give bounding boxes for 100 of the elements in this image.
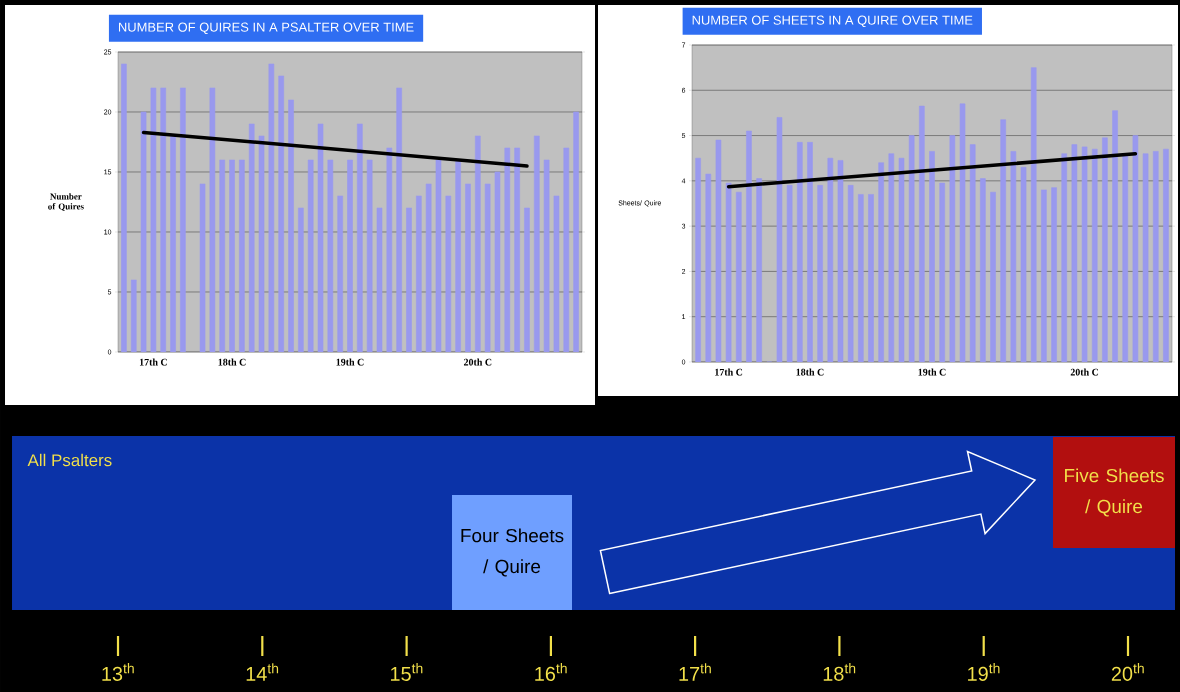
bar (455, 159, 461, 352)
x-tick-label: 18th C (218, 358, 246, 366)
bar (797, 142, 803, 362)
bar (1071, 144, 1078, 362)
bar (553, 195, 560, 352)
bar (140, 111, 147, 352)
x-tick-label: 20th C (463, 358, 492, 366)
bar (248, 123, 255, 352)
bar (1030, 67, 1037, 362)
x-tick-label: 17th C (139, 358, 167, 366)
bar (715, 139, 722, 362)
bar (888, 153, 895, 362)
bar (199, 183, 206, 352)
category-label: 13$^{th}$ (102, 663, 134, 681)
bar (386, 147, 393, 352)
y-axis-title: Number of Quires (48, 193, 84, 211)
category-label: 16$^{th}$ (535, 663, 567, 681)
bar (465, 183, 471, 352)
bar (1163, 148, 1169, 362)
bar (180, 87, 186, 352)
bar (990, 191, 996, 362)
bar (288, 99, 294, 352)
bar (533, 135, 540, 352)
bar (337, 195, 343, 352)
bar (705, 173, 712, 362)
category-label: 18$^{th}$ (823, 663, 856, 681)
bar (786, 185, 793, 362)
bar (746, 130, 752, 362)
bar (406, 207, 412, 352)
bar (949, 135, 956, 362)
bar (837, 160, 844, 362)
bar (475, 135, 481, 352)
bar (725, 182, 732, 362)
bar (347, 159, 353, 352)
bar (239, 159, 245, 352)
x-tick-label: 20th C (1070, 368, 1099, 376)
bar (1061, 153, 1068, 362)
bar (514, 147, 520, 352)
bar (929, 151, 935, 362)
bar (229, 159, 235, 352)
category-label: 14$^{th}$ (246, 663, 279, 681)
bar (425, 183, 432, 352)
bar (327, 159, 334, 352)
chart-title: NUMBER OF QUIRES IN A PSALTER OVER TIME (118, 22, 414, 35)
bar (258, 135, 265, 352)
bar (1152, 151, 1159, 362)
bar (435, 159, 442, 352)
bar (939, 182, 945, 362)
bar (278, 75, 284, 352)
bar (130, 279, 137, 352)
bar (1010, 151, 1017, 362)
category-label: 15$^{th}$ (390, 663, 423, 681)
bar (1102, 137, 1108, 362)
bar (209, 87, 216, 352)
text: All Psalters (27, 453, 112, 467)
category-label: 19$^{th}$ (968, 663, 1000, 681)
bar (1122, 155, 1129, 362)
bar (807, 142, 813, 362)
bar (317, 123, 324, 352)
category-label: 20$^{th}$ (1111, 663, 1144, 681)
bar (268, 63, 275, 352)
bar (494, 171, 501, 352)
bar (445, 195, 452, 352)
bar (1112, 110, 1118, 362)
bar (121, 63, 127, 352)
bar (563, 147, 570, 352)
bar (776, 117, 783, 362)
chart-title: NUMBER OF SHEETS IN A QUIRE OVER TIME (692, 15, 973, 28)
bar (307, 159, 314, 352)
bar (898, 157, 905, 362)
bar (1091, 148, 1098, 362)
bar (908, 135, 915, 362)
bar (298, 207, 304, 352)
bar (959, 103, 966, 362)
x-tick-label: 19th C (336, 358, 364, 366)
bar (573, 111, 579, 352)
bar (1132, 135, 1139, 362)
x-tick-label: 19th C (918, 368, 946, 376)
bar (524, 207, 530, 352)
bar (969, 144, 976, 362)
bar (1051, 187, 1057, 362)
bar (484, 183, 491, 352)
bar (366, 159, 373, 352)
bar (416, 195, 422, 352)
bar (219, 159, 226, 352)
bar (827, 157, 834, 362)
bar (160, 87, 167, 352)
bar (170, 135, 176, 352)
bar (878, 162, 884, 362)
bar (756, 178, 762, 362)
bar (1081, 146, 1088, 362)
bar (376, 207, 383, 352)
bar (1041, 189, 1047, 362)
bar (847, 185, 854, 362)
text: Four Sheets / Quire (461, 528, 564, 577)
bar (695, 157, 701, 362)
bar (504, 147, 511, 352)
bar (543, 159, 550, 352)
bar (817, 185, 823, 362)
bar (396, 87, 402, 352)
